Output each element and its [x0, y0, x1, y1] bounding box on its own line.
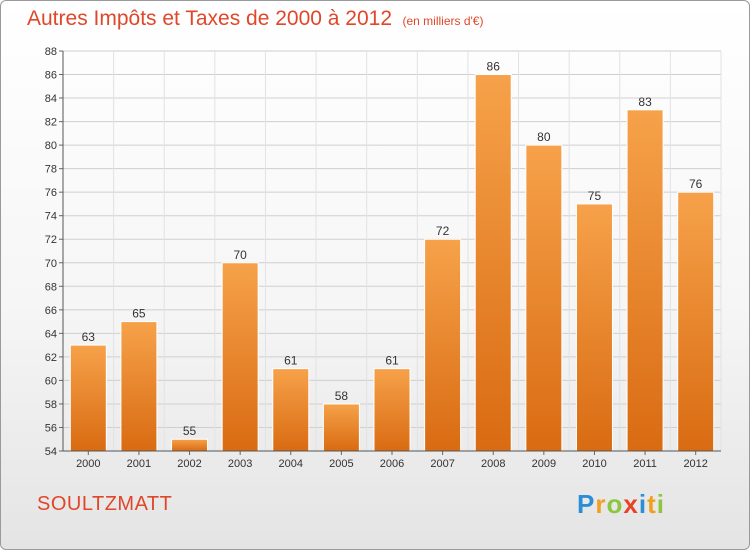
logo-letter: t [647, 489, 657, 519]
y-tick-label: 66 [45, 305, 57, 317]
bar [626, 109, 664, 452]
x-tick-label: 2002 [177, 458, 201, 470]
x-tick-label: 2006 [380, 458, 404, 470]
title-unit: (en milliers d'€) [402, 14, 484, 28]
proxiti-logo: Proxiti [577, 489, 665, 520]
data-label: 70 [233, 248, 247, 262]
y-tick-label: 74 [45, 211, 57, 223]
bar [120, 321, 158, 452]
y-tick-label: 58 [45, 399, 57, 411]
y-tick-label: 64 [45, 328, 57, 340]
y-tick-label: 82 [45, 117, 57, 129]
bar [677, 191, 715, 452]
y-tick-label: 86 [45, 70, 57, 82]
bar [373, 368, 411, 452]
logo-letter: o [606, 489, 624, 519]
data-label: 83 [638, 95, 652, 109]
data-label: 61 [284, 354, 298, 368]
y-tick-label: 78 [45, 164, 57, 176]
commune-name: SOULTZMATT [37, 493, 173, 515]
data-label: 61 [385, 354, 399, 368]
bar [474, 74, 512, 452]
x-tick-label: 2011 [633, 458, 657, 470]
x-tick-label: 2005 [329, 458, 353, 470]
bar [575, 203, 613, 452]
data-label: 86 [487, 60, 501, 74]
y-tick-label: 60 [45, 375, 57, 387]
logo-letter: x [623, 489, 639, 519]
bar [525, 144, 563, 452]
bar [272, 368, 310, 452]
data-label: 55 [183, 424, 197, 438]
y-tick-label: 62 [45, 352, 57, 364]
x-tick-label: 2001 [127, 458, 151, 470]
y-tick-label: 56 [45, 422, 57, 434]
y-tick-label: 88 [45, 46, 57, 58]
bar [171, 438, 209, 452]
y-tick-label: 54 [45, 446, 57, 458]
chart-title: Autres Impôts et Taxes de 2000 à 2012 (e… [27, 7, 483, 31]
data-labels: 63 65 55 70 61 58 61 72 86 80 75 83 76 [82, 60, 703, 439]
data-label: 75 [588, 189, 602, 203]
bar [69, 344, 107, 452]
axes: 54 56 58 60 62 64 66 68 70 72 74 76 78 80 82 84 86 88 2000… [45, 46, 721, 470]
data-label: 72 [436, 224, 450, 238]
bars [69, 74, 715, 452]
title-text: Autres Impôts et Taxes de 2000 à 2012 [27, 7, 393, 30]
x-tick-label: 2012 [683, 458, 707, 470]
x-tick-label: 2000 [76, 458, 100, 470]
data-label: 58 [335, 389, 349, 403]
data-label: 80 [537, 130, 551, 144]
logo-letter: r [595, 489, 607, 519]
x-tick-label: 2004 [279, 458, 303, 470]
y-tick-label: 68 [45, 281, 57, 293]
x-tick-label: 2008 [481, 458, 505, 470]
data-label: 65 [132, 307, 146, 321]
x-tick-label: 2009 [532, 458, 556, 470]
y-tick-label: 70 [45, 258, 57, 270]
logo-letter: P [577, 489, 596, 519]
data-label: 63 [82, 330, 96, 344]
y-tick-label: 84 [45, 93, 57, 105]
bar [424, 238, 462, 452]
x-tick-label: 2003 [228, 458, 252, 470]
logo-letter: i [638, 489, 648, 519]
bar [322, 403, 360, 452]
y-tick-label: 76 [45, 187, 57, 199]
bar [221, 262, 259, 452]
logo-letter: i [656, 489, 665, 519]
y-tick-label: 72 [45, 234, 57, 246]
y-tick-label: 80 [45, 140, 57, 152]
x-tick-label: 2010 [582, 458, 606, 470]
x-tick-label: 2007 [430, 458, 454, 470]
data-label: 76 [689, 177, 703, 191]
